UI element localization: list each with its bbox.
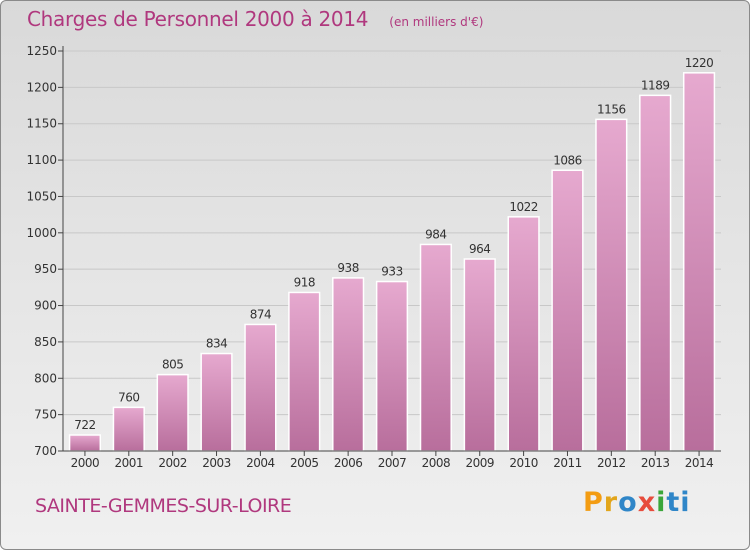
x-tick-label: 2014: [685, 456, 714, 470]
chart-title: Charges de Personnel 2000 à 2014: [27, 7, 369, 31]
y-tick-label: 700: [34, 444, 57, 458]
y-tick-label: 1200: [26, 80, 57, 94]
data-label: 938: [337, 261, 358, 275]
y-tick-label: 1150: [26, 117, 57, 131]
x-tick-label: 2002: [158, 456, 187, 470]
bar-2011: [551, 169, 584, 452]
x-tick-label: 2005: [290, 456, 319, 470]
bar-2004: [244, 323, 277, 452]
x-tick-label: 2000: [71, 456, 100, 470]
data-label: 918: [294, 275, 315, 289]
x-tick-label: 2013: [641, 456, 670, 470]
bar-2003: [200, 352, 233, 452]
y-tick-label: 950: [34, 262, 57, 276]
x-tick-label: 2012: [597, 456, 626, 470]
x-tick-label: 2010: [509, 456, 538, 470]
bar-2000: [68, 434, 102, 452]
proxiti-logo: Proxiti: [583, 487, 691, 518]
x-tick-label: 2011: [553, 456, 582, 470]
x-tick-label: 2007: [378, 456, 407, 470]
chart-header: Charges de Personnel 2000 à 2014 (en mil…: [27, 7, 483, 31]
data-label: 760: [118, 390, 139, 404]
bar-2006: [332, 277, 365, 452]
y-tick-label: 850: [34, 335, 57, 349]
data-label: 964: [469, 242, 490, 256]
data-label: 874: [250, 307, 271, 321]
bar-2013: [639, 94, 672, 452]
data-label: 1156: [597, 102, 626, 116]
bar-2001: [112, 406, 145, 452]
y-tick-label: 1250: [26, 44, 57, 58]
bar-2008: [419, 243, 452, 452]
data-label: 722: [74, 418, 95, 432]
y-tick-label: 800: [34, 371, 57, 385]
bar-2007: [375, 280, 409, 452]
y-tick-label: 1000: [26, 226, 57, 240]
bar-2010: [507, 216, 540, 452]
commune-name: SAINTE-GEMMES-SUR-LOIRE: [35, 495, 292, 517]
axes: 700 750 800 850 900 950 1000 1050 1100 1150 1200 12…: [26, 44, 721, 470]
x-tick-label: 2009: [465, 456, 494, 470]
data-label: 1022: [509, 200, 538, 214]
x-tick-label: 2008: [422, 456, 451, 470]
data-label: 805: [162, 358, 183, 372]
bar-2005: [288, 291, 321, 452]
y-tick-label: 1100: [26, 153, 57, 167]
x-tick-label: 2004: [246, 456, 275, 470]
bar-2014: [682, 72, 716, 452]
data-label: 1220: [685, 56, 714, 70]
bar-2009: [463, 258, 496, 452]
data-label: 1086: [553, 153, 582, 167]
y-tick-label: 1050: [26, 189, 57, 203]
y-tick-label: 900: [34, 299, 57, 313]
data-label: 933: [381, 265, 402, 279]
data-label: 834: [206, 337, 227, 351]
bar-2002: [156, 373, 189, 452]
data-label: 1189: [641, 78, 670, 92]
data-label: 984: [425, 227, 446, 241]
x-tick-label: 2003: [202, 456, 231, 470]
bars: [68, 72, 716, 452]
x-tick-label: 2006: [334, 456, 363, 470]
x-tick-label: 2001: [115, 456, 144, 470]
bar-2012: [595, 118, 628, 452]
unit-note: (en milliers d'€): [389, 15, 484, 29]
y-tick-label: 750: [34, 408, 57, 422]
labels: 722 760 805 834 874 918 938 933 984 964 1022 1086 11…: [74, 56, 714, 432]
